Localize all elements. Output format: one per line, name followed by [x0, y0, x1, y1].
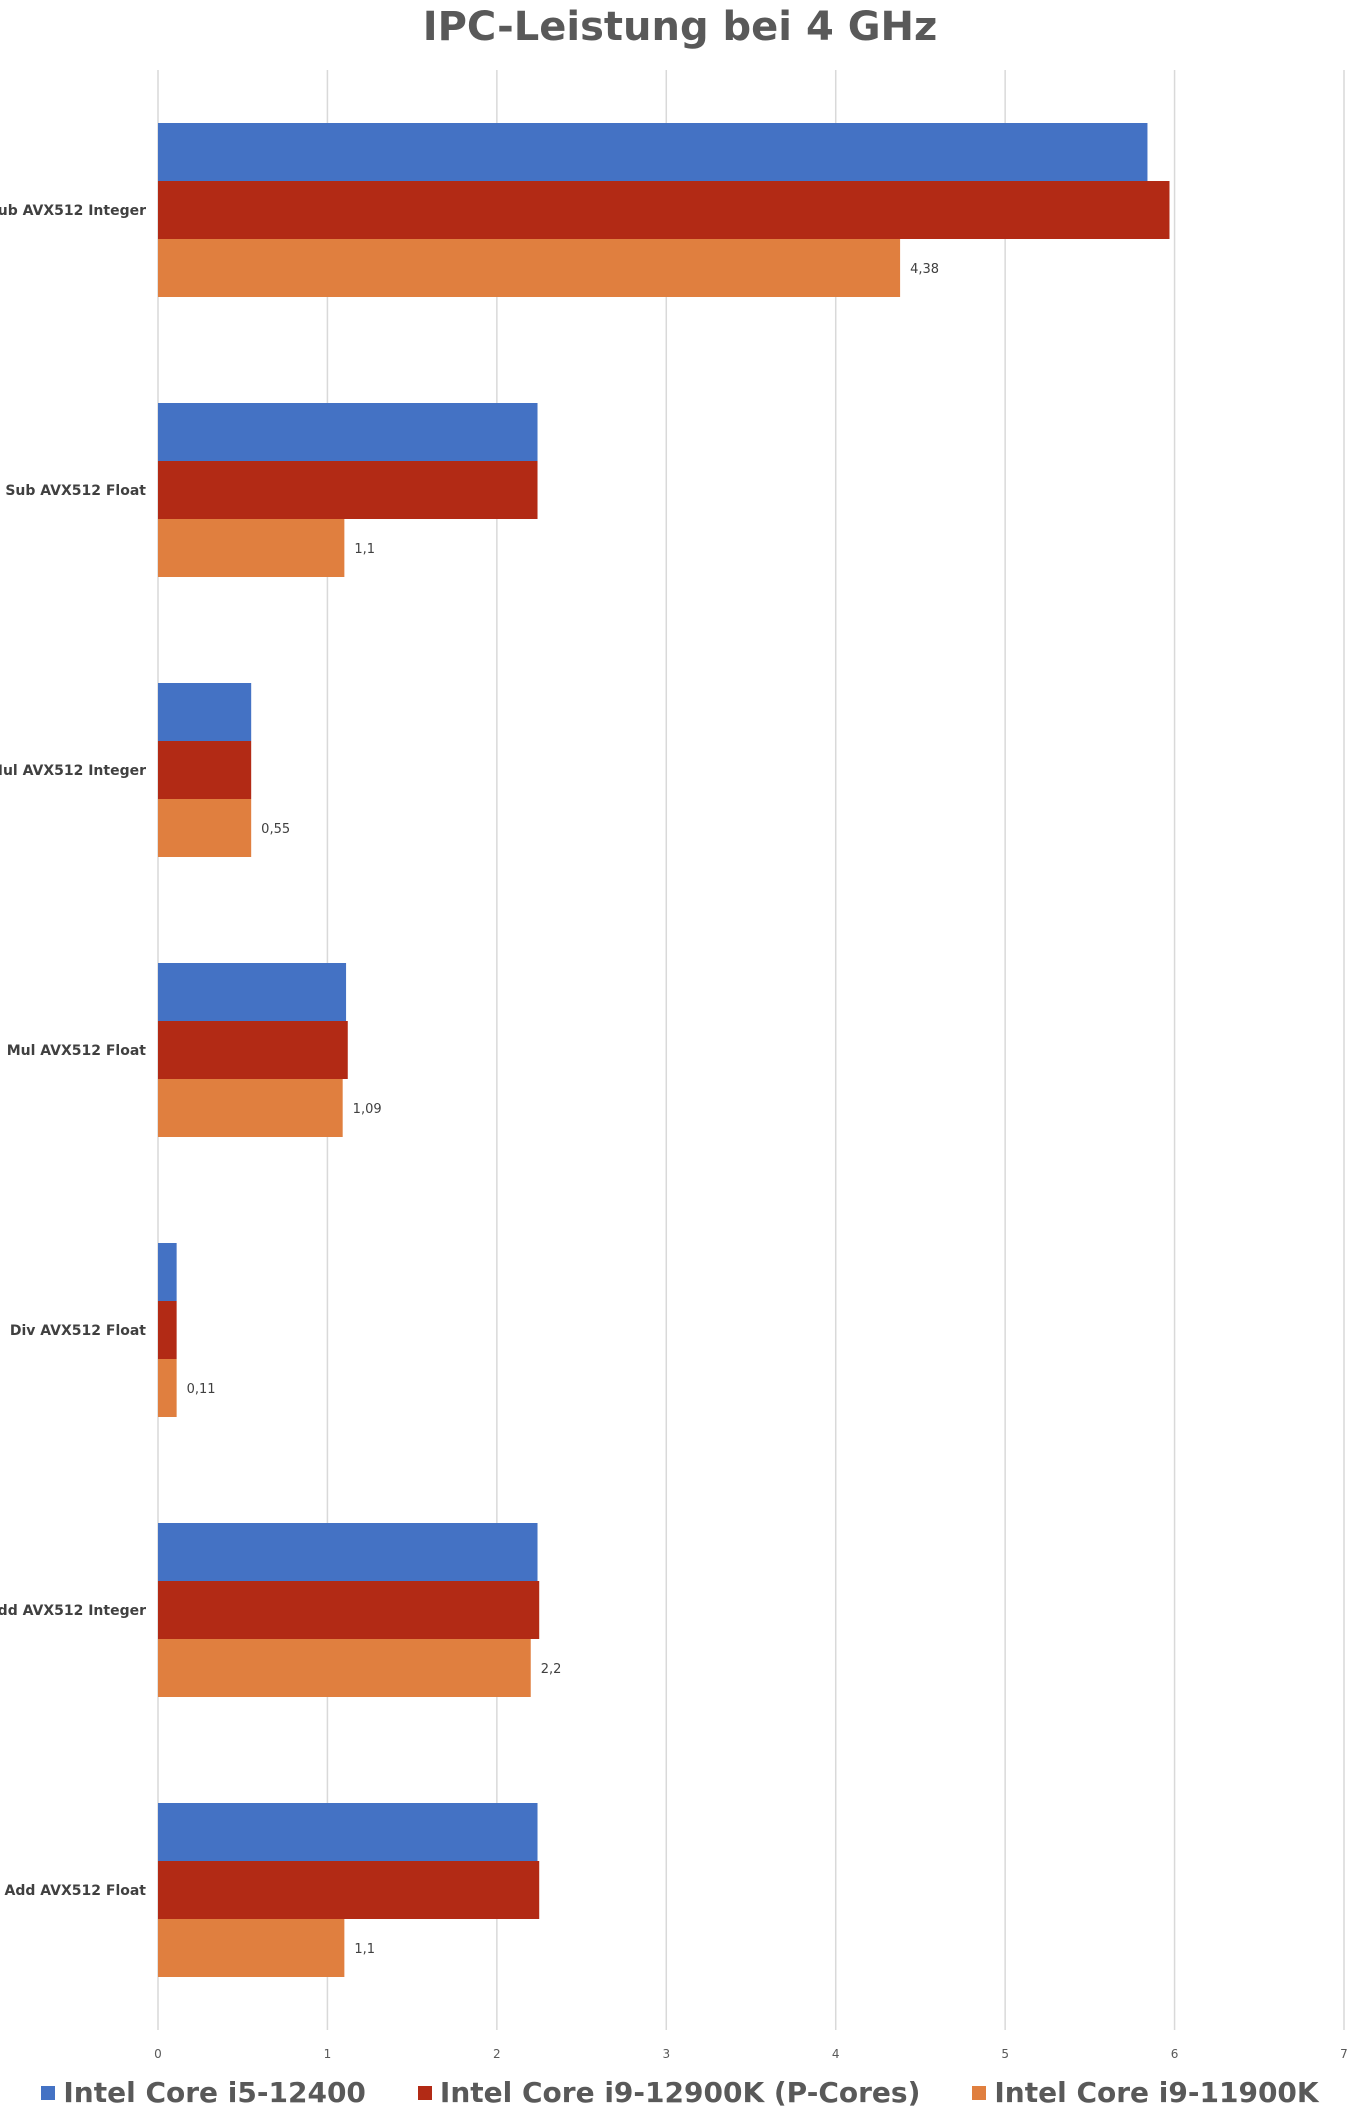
bar — [158, 1523, 538, 1581]
category-label: Add AVX512 Float — [5, 1883, 147, 1899]
data-label: 1,1 — [354, 542, 375, 557]
data-label: 2,2 — [541, 1662, 562, 1677]
x-tick-label: 6 — [1171, 2047, 1179, 2061]
gridlines — [157, 70, 1345, 2030]
x-tick-label: 4 — [832, 2047, 840, 2061]
x-tick-label: 0 — [154, 2047, 162, 2061]
legend-label: Intel Core i5-12400 — [63, 2076, 366, 2109]
category-label: Div AVX512 Float — [10, 1323, 146, 1339]
bars — [158, 123, 1170, 1977]
legend-label: Intel Core i9-11900K — [994, 2076, 1319, 2109]
bar — [158, 1359, 177, 1417]
bar — [158, 461, 538, 519]
category-label: Mul AVX512 Float — [7, 1043, 147, 1059]
data-label: 1,1 — [354, 1942, 375, 1957]
legend-swatch — [417, 2085, 432, 2100]
bar — [158, 1243, 177, 1301]
bar — [158, 239, 901, 297]
legend-label: Intel Core i9-12900K (P-Cores) — [439, 2076, 921, 2109]
bar — [158, 1079, 343, 1137]
category-label: Add AVX512 Integer — [0, 1603, 146, 1619]
legend-item-i9-12900k: Intel Core i9-12900K (P-Cores) — [417, 2076, 921, 2109]
bar — [158, 741, 252, 799]
data-label: 0,55 — [261, 822, 290, 837]
bar — [158, 1803, 538, 1861]
bar — [158, 683, 252, 741]
bar — [158, 1861, 540, 1919]
x-tick-label: 3 — [662, 2047, 670, 2061]
bar — [158, 1639, 531, 1697]
bar — [158, 1021, 348, 1079]
x-tick-label: 1 — [324, 2047, 332, 2061]
bar — [158, 123, 1148, 181]
x-tick-label: 7 — [1340, 2047, 1348, 2061]
category-label: Sub AVX512 Float — [5, 483, 146, 499]
legend-item-i9-11900k: Intel Core i9-11900K — [972, 2076, 1319, 2109]
legend-swatch — [41, 2085, 56, 2100]
x-tick-label: 5 — [1001, 2047, 1009, 2061]
bar — [158, 403, 538, 461]
x-tick-label: 2 — [493, 2047, 501, 2061]
bar — [158, 799, 252, 857]
bar — [158, 1581, 540, 1639]
chart-title: IPC-Leistung bei 4 GHz — [422, 4, 938, 50]
data-label: 0,11 — [187, 1382, 216, 1397]
legend-item-i5-12400: Intel Core i5-12400 — [41, 2076, 366, 2109]
data-label: 4,38 — [910, 262, 939, 277]
bar — [158, 963, 347, 1021]
bar — [158, 1301, 177, 1359]
bar — [158, 519, 345, 577]
legend-swatch — [972, 2085, 987, 2100]
category-label: Mul AVX512 Integer — [0, 763, 146, 779]
bar — [158, 1919, 345, 1977]
category-label: Sub AVX512 Integer — [0, 203, 146, 219]
legend: Intel Core i5-12400 Intel Core i9-12900K… — [0, 2076, 1360, 2109]
bar — [158, 181, 1170, 239]
data-label: 1,09 — [353, 1102, 382, 1117]
labels: 0 1 2 3 4 5 6 7 Sub AVX512 Integer 4,38 Sub AVX512… — [0, 203, 1348, 2061]
